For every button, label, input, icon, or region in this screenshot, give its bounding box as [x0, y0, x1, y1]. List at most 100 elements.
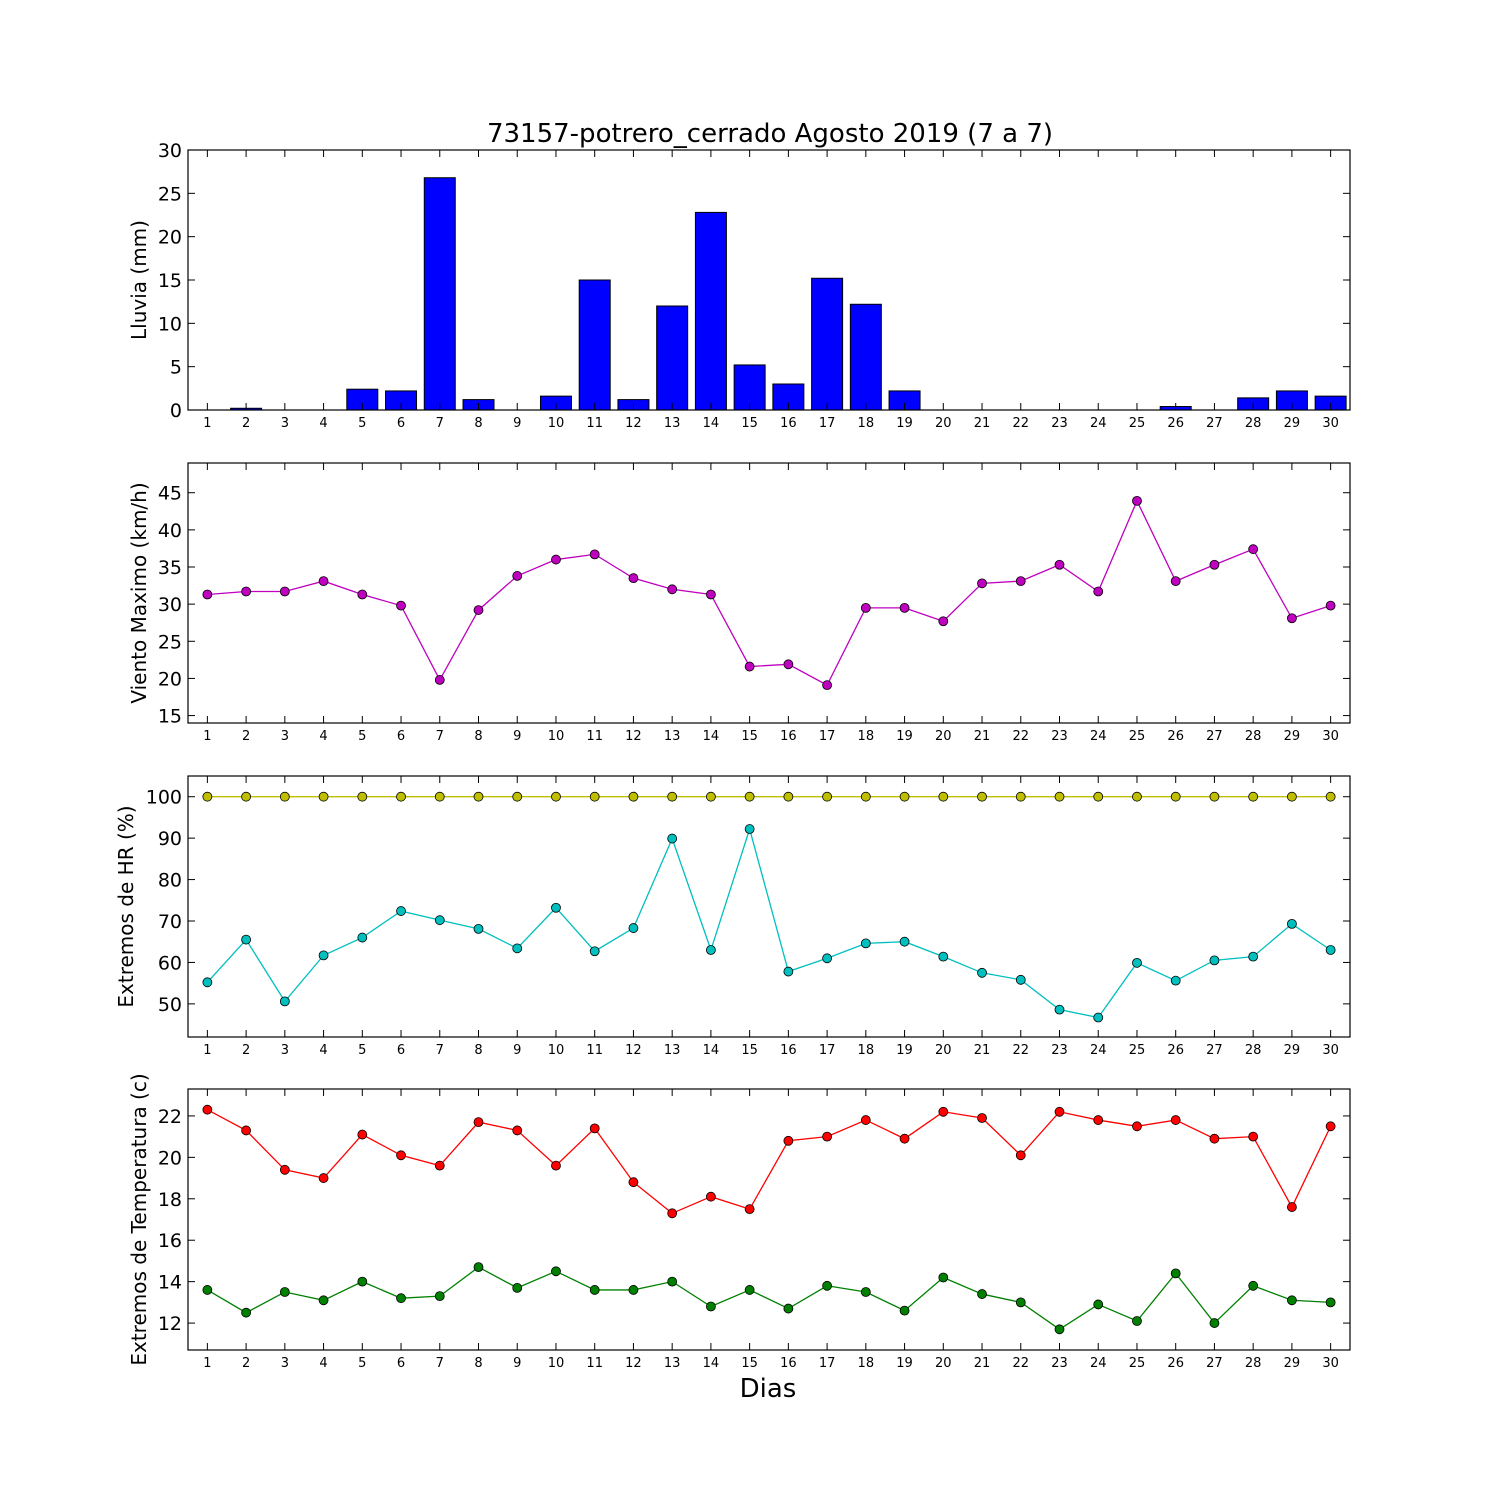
- hr-xtick-label: 2: [242, 1043, 250, 1058]
- viento-xtick-label: 18: [858, 729, 875, 744]
- temperatura-series-2-line: [207, 1266, 1331, 1331]
- hr-y-axis-label: Extremos de HR (%): [114, 805, 138, 1007]
- hr-series-2-point: [744, 824, 755, 834]
- temperatura-xtick-label: 8: [474, 1356, 482, 1371]
- temperatura-xtick-label: 24: [1090, 1356, 1107, 1371]
- viento-series-1-point: [1287, 613, 1297, 624]
- hr-series-2-point: [279, 996, 290, 1007]
- temperatura-series-1-point: [1015, 1150, 1026, 1161]
- hr-ytick-label: 50: [158, 994, 182, 1016]
- hr-series-2-point: [899, 936, 910, 947]
- viento-xtick-label: 26: [1167, 729, 1184, 744]
- lluvia-xtick-label: 5: [358, 416, 366, 431]
- lluvia-ytick-label: 10: [158, 313, 182, 335]
- lluvia-xtick-label: 28: [1245, 416, 1262, 431]
- lluvia-ytick-label: 25: [158, 183, 182, 205]
- hr-ytick-label: 80: [158, 870, 182, 892]
- hr-xtick-label: 7: [436, 1043, 444, 1058]
- lluvia-bar: [811, 277, 844, 411]
- temperatura-series-1-point: [589, 1123, 600, 1134]
- viento-series-1-point: [822, 680, 832, 691]
- viento-series-1-point: [706, 589, 716, 600]
- temperatura-series-2-point: [279, 1287, 290, 1297]
- temperatura-xtick-label: 13: [664, 1356, 681, 1371]
- temperatura-series-2-point: [1325, 1297, 1336, 1308]
- temperatura-series-2-point: [357, 1276, 368, 1287]
- hr-series-1-point: [241, 791, 252, 802]
- temperatura-series-2-point: [899, 1305, 910, 1316]
- temperatura-ytick-label: 22: [158, 1106, 182, 1128]
- viento-series-1-point: [396, 600, 406, 611]
- temperatura-series-1-point: [1170, 1115, 1181, 1125]
- viento-plot-frame: [187, 462, 1351, 724]
- hr-series-2-point: [589, 946, 600, 957]
- lluvia-xtick-label: 6: [397, 416, 405, 431]
- hr-ytick-label: 90: [158, 828, 182, 850]
- lluvia-xtick-label: 2: [242, 416, 250, 431]
- temperatura-series-2-point: [783, 1303, 794, 1314]
- viento-xtick-label: 24: [1090, 729, 1107, 744]
- temperatura-series-2-point: [589, 1285, 600, 1295]
- temperatura-xtick-label: 1: [203, 1356, 211, 1371]
- lluvia-xtick-label: 10: [548, 416, 565, 431]
- temperatura-series-1-point: [783, 1135, 794, 1146]
- x-axis-label: Dias: [740, 1374, 797, 1404]
- hr-series-2-point: [318, 950, 329, 961]
- lluvia-xtick-label: 8: [474, 416, 482, 431]
- temperatura-xtick-label: 4: [319, 1356, 327, 1371]
- temperatura-xtick-label: 27: [1206, 1356, 1223, 1371]
- hr-series-2-point: [241, 934, 252, 945]
- viento-xtick-label: 2: [242, 729, 250, 744]
- lluvia-xtick-label: 13: [664, 416, 681, 431]
- hr-series-2-point: [1209, 955, 1220, 966]
- lluvia-bar: [578, 279, 611, 411]
- temperatura-xtick-label: 9: [513, 1356, 521, 1371]
- hr-xtick-label: 15: [741, 1043, 758, 1058]
- lluvia-bar: [694, 211, 727, 411]
- temperatura-xtick-label: 10: [548, 1356, 565, 1371]
- lluvia-xtick-label: 9: [513, 416, 521, 431]
- viento-series-1-point: [860, 602, 871, 613]
- hr-series-2-point: [1248, 951, 1259, 962]
- hr-series-1-point: [977, 791, 987, 802]
- hr-series-2-point: [396, 906, 406, 916]
- lluvia-xtick-label: 18: [858, 416, 875, 431]
- hr-xtick-label: 9: [513, 1043, 521, 1058]
- viento-series-1-point: [473, 605, 484, 615]
- lluvia-xtick-label: 29: [1284, 416, 1301, 431]
- hr-xtick-label: 25: [1129, 1043, 1146, 1058]
- viento-xtick-label: 10: [548, 729, 565, 744]
- hr-xtick-label: 18: [858, 1043, 875, 1058]
- lluvia-bar: [849, 303, 882, 411]
- viento-series-1-point: [357, 589, 368, 600]
- temperatura-xtick-label: 2: [242, 1356, 250, 1371]
- hr-xtick-label: 1: [203, 1043, 211, 1058]
- viento-series-1-point: [202, 589, 213, 600]
- temperatura-series-2-point: [706, 1301, 716, 1312]
- lluvia-ytick-label: 15: [158, 270, 182, 292]
- viento-ytick-label: 40: [158, 520, 182, 542]
- temperatura-xtick-label: 5: [358, 1356, 366, 1371]
- hr-series-1-point: [1325, 791, 1336, 802]
- lluvia-xtick-label: 26: [1167, 416, 1184, 431]
- lluvia-xtick-label: 27: [1206, 416, 1223, 431]
- hr-series-1-point: [473, 791, 484, 802]
- temperatura-series-1-point: [667, 1208, 678, 1219]
- viento-series-1-point: [589, 549, 600, 560]
- temperatura-series-2-point: [396, 1293, 406, 1304]
- viento-xtick-label: 29: [1284, 729, 1301, 744]
- viento-series-1-point: [434, 675, 445, 685]
- hr-xtick-label: 23: [1051, 1043, 1068, 1058]
- temperatura-plot-frame: [187, 1088, 1351, 1351]
- viento-xtick-label: 19: [896, 729, 913, 744]
- hr-series-1-point: [744, 791, 755, 802]
- hr-series-2-point: [434, 915, 445, 926]
- hr-series-2-point: [667, 833, 678, 844]
- hr-series-1-point: [396, 791, 406, 802]
- viento-series-1-point: [899, 602, 910, 613]
- hr-xtick-label: 13: [664, 1043, 681, 1058]
- temperatura-xtick-label: 23: [1051, 1356, 1068, 1371]
- hr-series-1-point: [899, 791, 910, 802]
